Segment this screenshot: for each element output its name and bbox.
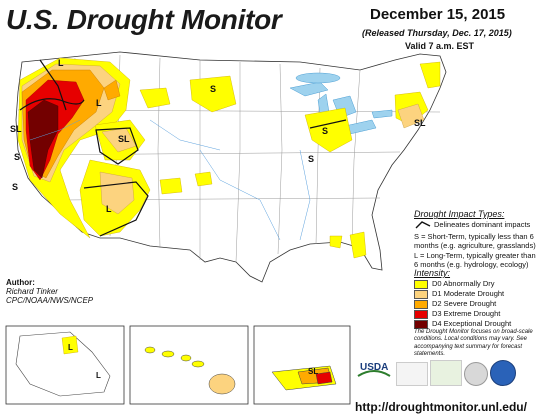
map-date: December 15, 2015 <box>370 6 506 23</box>
d3-swatch <box>414 310 428 319</box>
commerce-seal-icon <box>464 362 488 386</box>
d2-swatch <box>414 300 428 309</box>
impact-label-s: S <box>12 182 18 192</box>
impact-legend-title: Drought Impact Types: <box>414 209 505 219</box>
author-label: Author: <box>6 278 35 287</box>
usda-logo: USDA <box>357 362 391 377</box>
puerto-rico-inset <box>253 325 351 405</box>
delineates-line-icon <box>415 221 431 229</box>
impact-label-s: S <box>210 84 216 94</box>
impact-label-l: L <box>58 58 64 68</box>
impact-label-l: L <box>106 204 112 214</box>
intensity-legend-title: Intensity: <box>414 268 451 278</box>
alaska-label-l: L <box>96 371 101 380</box>
unl-logo <box>430 360 462 386</box>
d3-label: D3 Extreme Drought <box>432 309 501 318</box>
short-term-label: S = Short-Term, typically less than 6 mo… <box>414 232 536 250</box>
impact-lines <box>19 59 347 237</box>
release-date: (Released Thursday, Dec. 17, 2015) <box>362 28 512 38</box>
impact-label-s: S <box>14 152 20 162</box>
noaa-logo-icon <box>490 360 516 386</box>
d0-swatch <box>414 280 428 289</box>
pr-label-sl: SL <box>308 367 318 376</box>
alaska-label-l: L <box>68 343 73 352</box>
ndmc-logo <box>396 362 428 386</box>
impact-label-sl: SL <box>10 124 22 134</box>
d0-label: D0 Abnormally Dry <box>432 279 495 288</box>
impact-label-s: S <box>322 126 328 136</box>
d4-swatch <box>414 320 428 329</box>
impact-label-l: L <box>96 98 102 108</box>
long-term-label: L = Long-Term, typically greater than 6 … <box>414 251 536 269</box>
author-name: Richard Tinker <box>6 287 58 296</box>
d1-label: D1 Moderate Drought <box>432 289 505 298</box>
valid-time: Valid 7 a.m. EST <box>405 41 475 51</box>
d2-label: D2 Severe Drought <box>432 299 497 308</box>
hawaii-inset <box>129 325 249 405</box>
delineates-label: Delineates dominant impacts <box>434 220 531 229</box>
map-title: U.S. Drought Monitor <box>6 4 282 35</box>
impact-label-s: S <box>308 154 314 164</box>
d4-areas <box>27 99 59 179</box>
impact-label-sl: SL <box>118 134 130 144</box>
disclaimer-note: The Drought Monitor focuses on broad-sca… <box>414 329 533 357</box>
author-org: CPC/NOAA/NWS/NCEP <box>6 296 94 305</box>
impact-label-sl: SL <box>414 118 426 128</box>
rivers <box>29 119 311 241</box>
svg-text:USDA: USDA <box>360 362 388 373</box>
d4-label: D4 Exceptional Drought <box>432 319 512 328</box>
d1-swatch <box>414 290 428 299</box>
drought-monitor-url[interactable]: http://droughtmonitor.unl.edu/ <box>355 400 527 414</box>
